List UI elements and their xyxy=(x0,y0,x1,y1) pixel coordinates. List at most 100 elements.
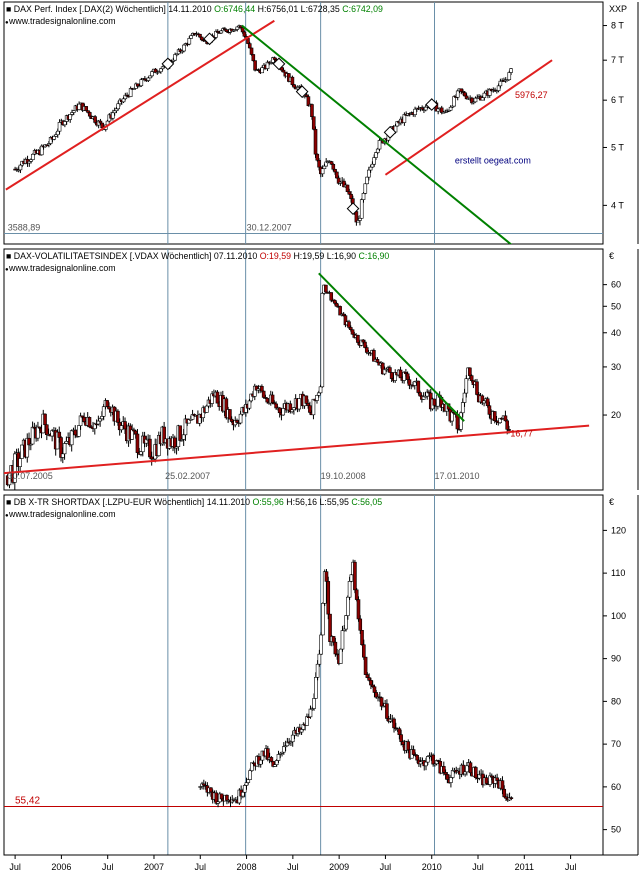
header-close: C:56,05 xyxy=(351,497,382,507)
x-tick-label: 2006 xyxy=(51,862,71,872)
candle-body xyxy=(418,761,423,765)
panel-header: ■ DB X-TR SHORTDAX [.LZPU-EUR Wöchentlic… xyxy=(6,497,382,507)
candle-body xyxy=(87,112,92,117)
candle-body xyxy=(356,599,361,620)
x-tick-label: Jul xyxy=(9,862,21,872)
header-name: DAX-VOLATILITAETSINDEX [.VDAX Wöchentlic… xyxy=(14,251,214,261)
candle-body xyxy=(270,394,275,403)
candle-body xyxy=(507,72,512,81)
candle-body xyxy=(305,716,309,726)
candle-body xyxy=(436,108,440,112)
candle-body xyxy=(36,426,40,439)
candle-body xyxy=(96,420,101,425)
candle-body xyxy=(482,400,486,404)
candle-body xyxy=(87,417,92,428)
candle-body xyxy=(365,176,369,185)
candle-body xyxy=(57,122,62,132)
candle-body xyxy=(331,163,336,170)
candle-body xyxy=(68,114,73,120)
candle-body xyxy=(374,152,378,158)
candle-body xyxy=(326,581,331,615)
candle-body xyxy=(224,29,229,32)
candle-body xyxy=(388,367,392,373)
candle-body xyxy=(181,434,186,440)
y-tick-label: 90 xyxy=(611,654,621,664)
diamond-marker xyxy=(425,98,439,111)
candle-body xyxy=(277,407,282,414)
candle-body xyxy=(241,791,245,797)
y-tick-label: 4 T xyxy=(611,200,624,210)
candle-body xyxy=(139,451,143,455)
candle-body xyxy=(439,107,444,113)
candle-body xyxy=(107,406,111,410)
source-bullet: ● xyxy=(5,513,9,519)
candle-body xyxy=(372,686,377,693)
header-low: L:16,90 xyxy=(327,251,359,261)
candle-body xyxy=(464,378,469,394)
y-tick-label: 40 xyxy=(611,328,621,338)
candle-body xyxy=(500,780,505,790)
y-tick-label: 50 xyxy=(611,825,621,835)
candle-body xyxy=(261,390,266,398)
header-open: O:55,96 xyxy=(253,497,287,507)
candle-body xyxy=(322,165,327,170)
candle-body xyxy=(475,381,479,395)
candle-body xyxy=(173,54,177,61)
chart-annotation: 5976,27 xyxy=(515,90,548,100)
candle-body xyxy=(362,644,366,658)
candle-body xyxy=(52,135,57,140)
candle-body xyxy=(484,777,489,784)
candle-body xyxy=(377,140,382,150)
plot-area: 30.07.2005 25.02.2007 19.10.2008 17.01.2010… xyxy=(4,249,590,490)
candle-body xyxy=(61,453,65,458)
header-close: C:16,90 xyxy=(359,251,390,261)
candle-body xyxy=(215,391,220,404)
x-tick-label: Jul xyxy=(102,862,114,872)
candle-body xyxy=(101,406,106,417)
candle-body xyxy=(358,618,363,631)
candle-body xyxy=(416,380,421,393)
candle-body xyxy=(459,412,463,430)
candle-body xyxy=(415,755,419,761)
candle-body xyxy=(313,128,318,155)
y-tick-label: 110 xyxy=(611,568,625,578)
x-tick-label: 2007 xyxy=(144,862,164,872)
y-tick-label: 7 T xyxy=(611,55,624,65)
candle-body xyxy=(365,674,370,678)
candle-body xyxy=(299,729,304,733)
chart-panel-1: 3588,89 30.12.2007 5976,27 erstellt oegeat.… xyxy=(3,1,639,245)
candle-body xyxy=(468,762,473,774)
y-tick-label: 60 xyxy=(611,280,621,290)
candle-body xyxy=(105,400,110,407)
candle-body xyxy=(82,416,86,423)
candle-body xyxy=(209,787,213,793)
candle-body xyxy=(413,108,417,115)
x-tick-label: 2010 xyxy=(422,862,442,872)
diamond-marker xyxy=(161,57,175,71)
header-date: 07.11.2010 xyxy=(214,251,260,261)
candle-body xyxy=(363,341,367,348)
candle-body xyxy=(274,760,279,765)
candle-body xyxy=(98,418,102,422)
candle-body xyxy=(290,76,295,86)
candle-body xyxy=(62,443,67,455)
candle-body xyxy=(121,98,126,103)
y-tick-label: 6 T xyxy=(611,95,624,105)
candle-body xyxy=(246,38,250,44)
candle-body xyxy=(329,161,334,165)
candle-body xyxy=(398,369,403,379)
candle-body xyxy=(63,121,67,126)
candle-body xyxy=(432,398,437,406)
candle-body xyxy=(333,168,337,173)
candle-body xyxy=(304,395,309,404)
candle-body xyxy=(30,426,35,445)
header-name: DAX Perf. Index [.DAX(2) Wöchentlich] xyxy=(14,4,169,14)
candle-body xyxy=(389,372,394,379)
candle-body xyxy=(405,373,410,381)
candle-body xyxy=(281,408,286,416)
candle-body xyxy=(189,35,193,39)
candle-body xyxy=(119,425,124,431)
candle-body xyxy=(135,433,140,453)
chart-annotation: 19.10.2008 xyxy=(321,471,366,481)
plot-area: 3588,89 30.12.2007 5976,27 erstellt oegeat.… xyxy=(4,2,603,244)
